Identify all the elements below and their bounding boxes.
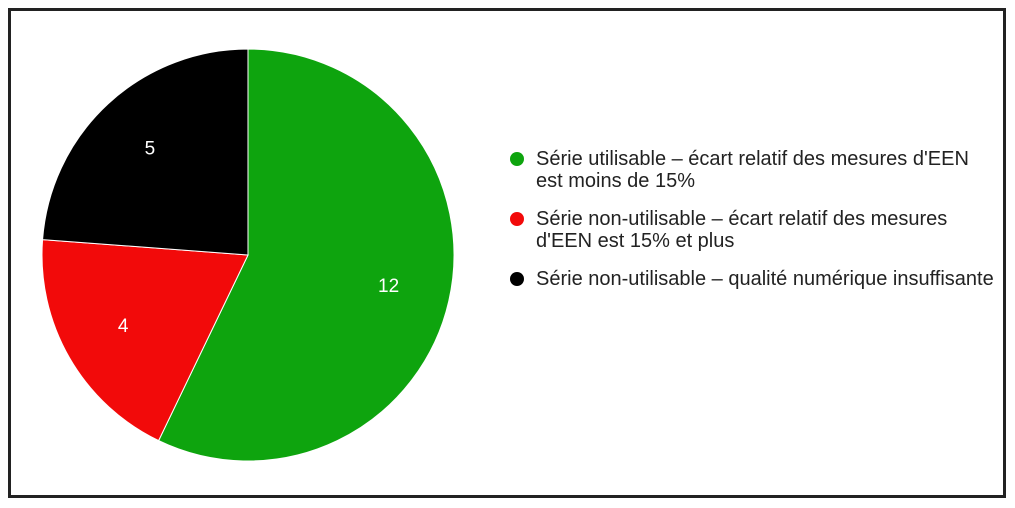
- legend-label: Série non-utilisable – écart relatif des…: [536, 208, 948, 252]
- legend-item: Série utilisable – écart relatif des mes…: [510, 148, 1000, 192]
- legend: Série utilisable – écart relatif des mes…: [510, 148, 1000, 306]
- legend-label: Série utilisable – écart relatif des mes…: [536, 148, 969, 192]
- legend-item: Série non-utilisable – écart relatif des…: [510, 208, 1000, 252]
- pie-slice: [41, 239, 249, 442]
- pie-slice: [42, 48, 249, 256]
- legend-marker: [510, 212, 524, 226]
- legend-item: Série non-utilisable – qualité numérique…: [510, 268, 1000, 290]
- data-label: 5: [145, 138, 156, 159]
- data-label: 4: [118, 316, 129, 337]
- legend-label: Série non-utilisable – qualité numérique…: [536, 268, 994, 290]
- legend-marker: [510, 152, 524, 166]
- pie-slice: [157, 48, 455, 462]
- data-label: 12: [378, 276, 399, 297]
- legend-marker: [510, 272, 524, 286]
